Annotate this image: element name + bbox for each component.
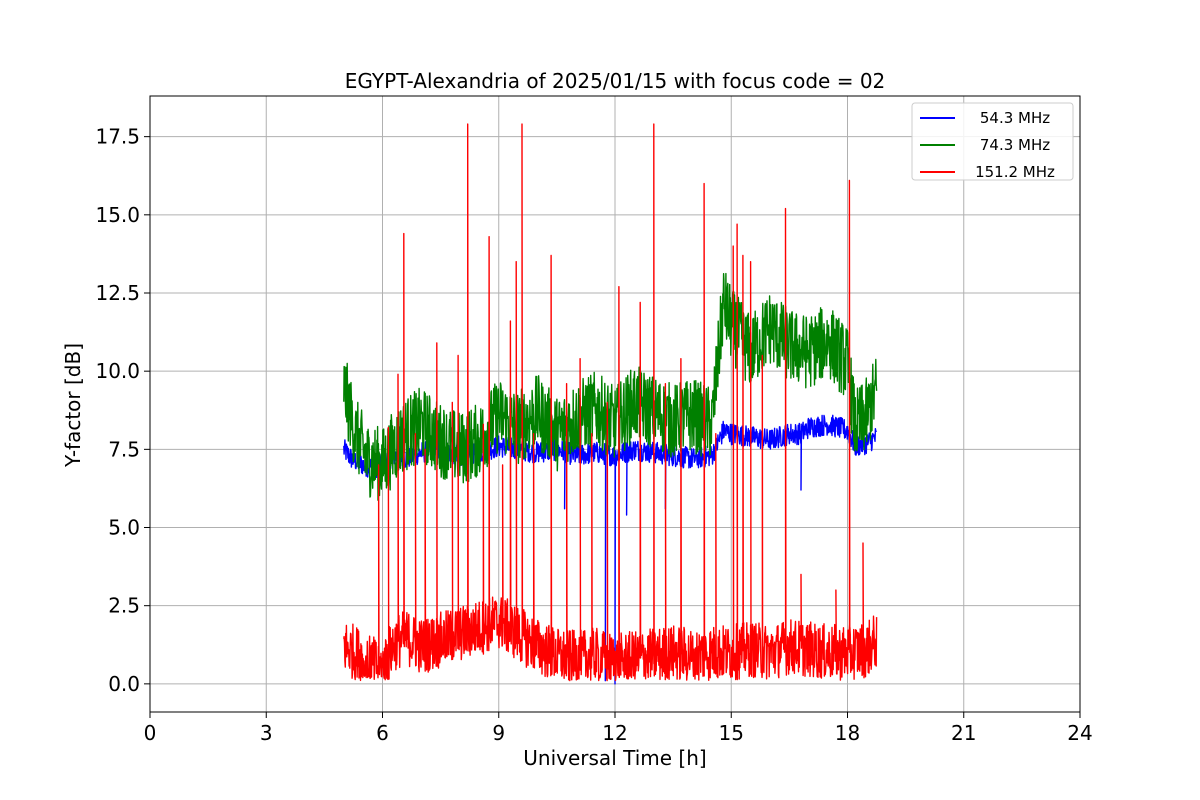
x-tick-label: 15 <box>719 721 744 745</box>
legend-label: 74.3 MHz <box>980 136 1050 154</box>
y-tick-label: 0.0 <box>108 672 140 696</box>
legend-label: 54.3 MHz <box>980 109 1050 127</box>
x-tick-label: 0 <box>144 721 157 745</box>
chart-title: EGYPT-Alexandria of 2025/01/15 with focu… <box>345 69 886 93</box>
x-axis: 0 3 6 9 12 15 18 21 24 <box>144 712 1093 745</box>
y-axis-label: Y-factor [dB] <box>61 343 85 468</box>
x-tick-label: 18 <box>835 721 860 745</box>
y-tick-label: 10.0 <box>95 359 140 383</box>
x-tick-label: 9 <box>492 721 505 745</box>
y-tick-label: 7.5 <box>108 437 140 461</box>
y-tick-label: 12.5 <box>95 281 140 305</box>
series-line-151-2-mhz <box>343 123 878 682</box>
series-layer <box>343 123 878 685</box>
legend: 54.3 MHz 74.3 MHz 151.2 MHz <box>911 102 1074 181</box>
series-line-74-3-mhz <box>343 272 878 501</box>
legend-box <box>911 102 1074 181</box>
y-tick-label: 2.5 <box>108 594 140 618</box>
legend-label: 151.2 MHz <box>975 163 1055 181</box>
y-tick-label: 15.0 <box>95 203 140 227</box>
y-tick-label: 5.0 <box>108 516 140 540</box>
x-axis-label: Universal Time [h] <box>523 746 706 770</box>
x-tick-label: 21 <box>951 721 976 745</box>
y-tick-label: 17.5 <box>95 125 140 149</box>
x-tick-label: 12 <box>602 721 627 745</box>
x-tick-label: 3 <box>260 721 273 745</box>
y-axis: 0.0 2.5 5.0 7.5 10.0 12.5 15.0 17.5 <box>95 125 150 696</box>
x-tick-label: 24 <box>1067 721 1092 745</box>
x-tick-label: 6 <box>376 721 389 745</box>
